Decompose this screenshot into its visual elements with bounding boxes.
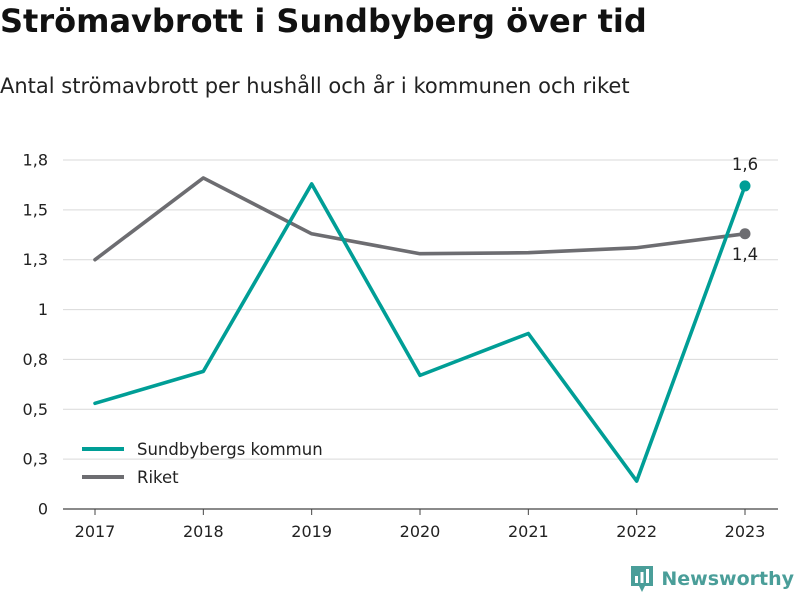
end-value-label: 1,4 (732, 245, 758, 264)
chart-subtitle: Antal strömavbrott per hushåll och år i … (0, 74, 630, 98)
legend: Sundbybergs kommun Riket (82, 440, 323, 487)
x-tick-label: 2021 (508, 522, 549, 541)
legend-label: Sundbybergs kommun (137, 440, 323, 459)
newsworthy-logo-icon (631, 566, 654, 592)
series-line-sundbyberg (93, 182, 747, 483)
end-point-riket (739, 228, 751, 240)
x-tick-label: 2018 (183, 522, 224, 541)
x-tick-label: 2020 (400, 522, 441, 541)
y-tick-label: 0,5 (23, 400, 48, 419)
series-lines: 1,4 1,6 (93, 155, 758, 483)
y-tick-label: 1 (38, 300, 48, 319)
x-tick-label: 2017 (75, 522, 116, 541)
x-axis-ticks: 2017 2018 2019 2020 2021 2022 2023 (75, 509, 766, 541)
x-tick-label: 2023 (725, 522, 766, 541)
page-title: Strömavbrott i Sundbyberg över tid (0, 2, 647, 40)
end-value-label: 1,6 (732, 155, 758, 174)
x-tick-label: 2019 (291, 522, 332, 541)
y-tick-label: 1,3 (23, 250, 48, 269)
series-line-riket (93, 176, 747, 262)
brand-name: Newsworthy (661, 568, 794, 590)
y-tick-label: 0,8 (23, 350, 48, 369)
grid-lines (63, 159, 778, 510)
y-tick-label: 1,8 (23, 151, 48, 170)
legend-label: Riket (137, 468, 179, 487)
x-tick-label: 2022 (616, 522, 657, 541)
y-axis-ticks: 0 0,3 0,5 0,8 1 1,3 1,5 1,8 (23, 151, 48, 519)
end-point-sundbyberg (739, 180, 751, 192)
y-tick-label: 0,3 (23, 450, 48, 469)
brand-logo: Newsworthy (629, 564, 794, 594)
y-tick-label: 1,5 (23, 200, 48, 219)
y-tick-label: 0 (38, 500, 48, 519)
